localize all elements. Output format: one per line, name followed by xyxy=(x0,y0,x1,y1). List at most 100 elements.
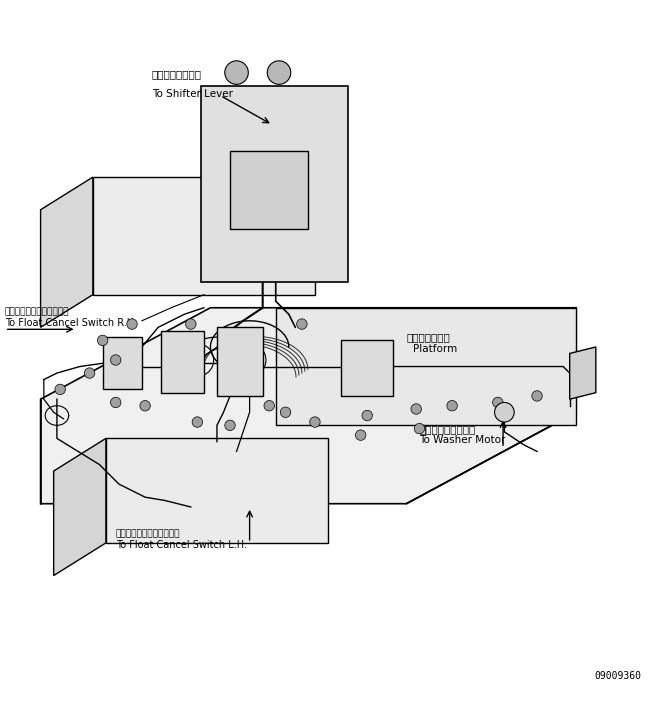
Circle shape xyxy=(264,400,274,411)
Circle shape xyxy=(495,402,514,422)
Circle shape xyxy=(140,400,150,411)
Bar xyxy=(240,347,249,356)
Text: シフターレバーへ: シフターレバーへ xyxy=(152,69,201,79)
Bar xyxy=(217,92,243,112)
Bar xyxy=(236,165,251,181)
Circle shape xyxy=(110,397,121,408)
Text: To Float Cancel Switch R.H.: To Float Cancel Switch R.H. xyxy=(5,318,136,328)
Bar xyxy=(204,239,227,269)
Bar xyxy=(163,346,172,354)
Bar xyxy=(163,379,172,387)
Bar xyxy=(104,341,113,349)
Bar xyxy=(163,369,172,377)
Bar xyxy=(365,370,379,378)
Bar xyxy=(204,161,227,190)
Polygon shape xyxy=(341,341,394,396)
Bar xyxy=(343,382,358,391)
Polygon shape xyxy=(276,307,576,426)
Bar xyxy=(365,345,379,354)
Bar xyxy=(256,208,273,224)
Bar xyxy=(278,165,295,181)
Bar xyxy=(219,382,228,391)
Circle shape xyxy=(97,336,108,346)
Bar xyxy=(129,364,138,372)
Bar xyxy=(365,357,379,366)
Text: To Shifter Lever: To Shifter Lever xyxy=(152,89,233,99)
Bar xyxy=(315,207,341,236)
Bar xyxy=(183,357,192,365)
Polygon shape xyxy=(217,328,262,396)
Circle shape xyxy=(414,423,424,434)
Polygon shape xyxy=(41,177,93,328)
Text: To Washer Motor: To Washer Motor xyxy=(419,435,506,445)
Circle shape xyxy=(192,417,203,427)
Polygon shape xyxy=(569,347,596,399)
Bar xyxy=(104,353,113,361)
Bar xyxy=(343,370,358,378)
Bar xyxy=(219,371,228,379)
Text: フロート解除スイッチ右へ: フロート解除スイッチ右へ xyxy=(5,307,69,316)
Bar xyxy=(219,359,228,367)
Bar xyxy=(365,382,379,391)
Polygon shape xyxy=(102,337,142,390)
Text: フロート解除スイッチ左へ: フロート解除スイッチ左へ xyxy=(115,529,180,539)
Circle shape xyxy=(493,397,503,408)
Bar xyxy=(253,92,279,112)
Bar xyxy=(572,351,592,361)
Text: プラットホーム: プラットホーム xyxy=(406,333,450,343)
Bar xyxy=(183,379,192,387)
Bar xyxy=(104,377,113,384)
Bar xyxy=(204,200,227,230)
Circle shape xyxy=(267,60,291,84)
Circle shape xyxy=(532,391,543,401)
Text: Platform: Platform xyxy=(413,343,457,354)
Bar xyxy=(163,336,172,343)
Circle shape xyxy=(186,319,196,329)
Bar xyxy=(104,364,113,372)
Bar xyxy=(315,243,341,272)
Polygon shape xyxy=(54,438,106,575)
Polygon shape xyxy=(41,307,576,504)
Bar xyxy=(240,371,249,379)
Circle shape xyxy=(280,407,291,418)
Bar xyxy=(236,208,251,224)
Circle shape xyxy=(356,430,366,441)
Polygon shape xyxy=(161,330,204,392)
Circle shape xyxy=(225,420,236,431)
Bar xyxy=(129,377,138,384)
Circle shape xyxy=(362,410,373,420)
Bar xyxy=(240,382,249,391)
Circle shape xyxy=(110,355,121,365)
Circle shape xyxy=(411,404,421,414)
Circle shape xyxy=(297,319,307,329)
Circle shape xyxy=(127,319,137,329)
Bar xyxy=(183,369,192,377)
Bar xyxy=(129,341,138,349)
Bar xyxy=(278,186,295,202)
Bar xyxy=(256,165,273,181)
Bar xyxy=(278,208,295,224)
Bar xyxy=(183,336,192,343)
Bar xyxy=(343,345,358,354)
Bar xyxy=(240,336,249,343)
Bar xyxy=(572,365,592,376)
Polygon shape xyxy=(230,151,308,230)
Bar xyxy=(315,135,341,164)
Circle shape xyxy=(85,368,95,378)
Text: 09009360: 09009360 xyxy=(594,671,642,681)
Bar xyxy=(289,92,315,112)
Bar xyxy=(219,347,228,356)
Circle shape xyxy=(310,417,320,427)
Bar xyxy=(315,171,341,200)
Bar xyxy=(163,357,172,365)
Text: ウォッシャモータへ: ウォッシャモータへ xyxy=(419,424,476,434)
Bar xyxy=(256,186,273,202)
Bar xyxy=(129,353,138,361)
Text: To Float Cancel Switch L.H.: To Float Cancel Switch L.H. xyxy=(115,540,247,550)
Circle shape xyxy=(447,400,457,411)
Bar xyxy=(343,357,358,366)
Polygon shape xyxy=(106,438,328,543)
Bar xyxy=(572,379,592,390)
Bar xyxy=(236,186,251,202)
Polygon shape xyxy=(93,177,315,294)
